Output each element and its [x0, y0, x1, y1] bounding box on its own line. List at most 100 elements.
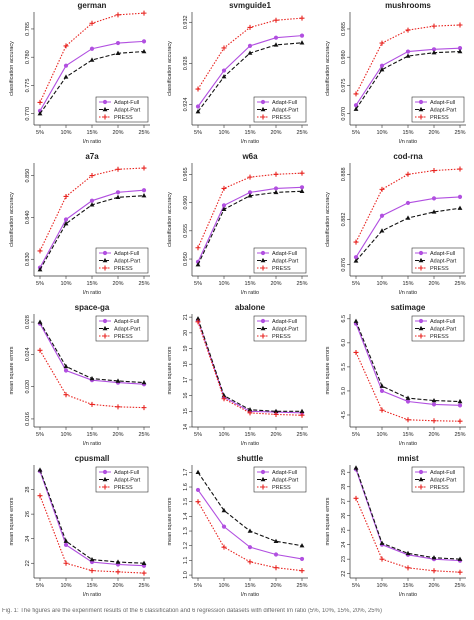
data-point-PRESS	[405, 565, 411, 571]
x-tick-label: 5%	[352, 281, 360, 287]
legend-marker	[102, 325, 108, 331]
data-point-PRESS	[299, 170, 305, 176]
data-point-Adapt-Full	[63, 63, 69, 68]
data-point-Adapt-Full	[405, 399, 411, 404]
y-tick-label: 25	[341, 527, 347, 533]
data-point-Adapt-Full	[379, 63, 385, 68]
data-point-PRESS	[431, 23, 437, 29]
legend-marker	[418, 318, 424, 324]
x-tick-label: 20%	[112, 281, 123, 287]
data-point-Adapt-Full	[299, 33, 305, 38]
legend-marker	[260, 318, 266, 324]
legend-label: PRESS	[114, 485, 133, 491]
data-point-Adapt-Full	[379, 213, 385, 218]
legend-label: Adapt-Part	[272, 108, 299, 114]
x-tick-label: 5%	[352, 130, 360, 136]
legend-label: Adapt-Part	[114, 327, 141, 333]
data-point-PRESS	[115, 12, 121, 18]
x-tick-label: 25%	[296, 583, 307, 589]
chart-panel-space-ga: space-ga 0.016 0.020 0.024 0.028 5% 10% 15% 20% 2…	[9, 303, 150, 447]
data-point-Adapt-Full	[405, 200, 411, 206]
y-tick-label: 23	[341, 556, 347, 562]
legend-label: Adapt-Part	[272, 259, 299, 265]
y-axis-label: classification accuracy	[167, 192, 173, 247]
x-tick-label: 10%	[376, 432, 387, 438]
y-axis-label: classification accuracy	[9, 41, 15, 96]
legend-label: Adapt-Full	[272, 100, 297, 106]
y-tick-label: 1.0	[183, 571, 189, 579]
data-point-Adapt-Part	[63, 221, 69, 226]
series-line-Adapt-Part	[39, 469, 145, 564]
data-point-Adapt-Part	[299, 188, 305, 193]
y-tick-label: 1.1	[183, 557, 189, 565]
data-point-Adapt-Part	[457, 48, 463, 54]
legend-marker	[418, 469, 424, 475]
x-axis-label: l/n ratio	[399, 139, 417, 145]
y-tick-label: 1.4	[183, 513, 189, 521]
legend-marker	[418, 99, 424, 105]
data-point-Adapt-Full	[353, 103, 359, 108]
x-tick-label: 10%	[376, 130, 387, 136]
legend-marker	[418, 257, 424, 263]
data-point-PRESS	[353, 91, 359, 97]
legend-marker	[260, 257, 266, 263]
data-point-PRESS	[431, 168, 437, 174]
data-point-PRESS	[273, 171, 279, 177]
data-point-Adapt-Part	[405, 395, 411, 400]
y-axis-label: mean square errors	[325, 497, 331, 545]
legend-label: Adapt-Part	[430, 108, 457, 114]
y-tick-label: 0.924	[183, 98, 189, 112]
data-point-Adapt-Part	[353, 258, 359, 263]
legend-label: Adapt-Part	[272, 327, 299, 333]
y-tick-label: 0.882	[341, 213, 347, 227]
x-tick-label: 15%	[86, 281, 97, 287]
legend-marker	[260, 265, 266, 271]
y-tick-label: 0.028	[25, 315, 31, 329]
data-point-Adapt-Full	[299, 556, 305, 562]
y-tick-label: 28	[341, 484, 347, 490]
series-line-PRESS	[355, 498, 461, 573]
legend-label: Adapt-Part	[114, 478, 141, 484]
legend-label: PRESS	[430, 485, 449, 491]
data-point-Adapt-Full	[195, 104, 201, 109]
legend-marker	[102, 333, 108, 339]
x-tick-label: 20%	[112, 583, 123, 589]
y-tick-label: 0.960	[183, 196, 189, 210]
legend-label: Adapt-Full	[430, 470, 455, 476]
data-point-Adapt-Part	[431, 209, 437, 214]
x-axis-label: l/n ratio	[241, 592, 259, 598]
x-tick-label: 5%	[194, 583, 202, 589]
x-tick-label: 10%	[60, 281, 71, 287]
data-point-Adapt-Part	[273, 408, 279, 414]
data-point-PRESS	[221, 396, 227, 402]
legend-marker	[102, 476, 108, 482]
y-tick-label: 5.0	[341, 387, 347, 395]
data-point-Adapt-Full	[405, 49, 411, 54]
data-point-PRESS	[273, 411, 279, 417]
x-axis-label: l/n ratio	[83, 592, 101, 598]
data-point-PRESS	[195, 86, 201, 92]
y-tick-label: 6.0	[341, 339, 347, 347]
data-point-PRESS	[63, 392, 69, 398]
data-point-PRESS	[457, 22, 463, 28]
x-tick-label: 20%	[428, 432, 439, 438]
chart-panel-svmguide1: svmguide1 0.924 0.928 0.932 5% 10% 15% 20% 25% l/…	[167, 1, 308, 145]
chart-panel-w6a: w6a 0.950 0.955 0.960 0.965 5% 10% 15% 20% 25% l/n…	[167, 152, 308, 296]
x-tick-label: 25%	[138, 432, 149, 438]
x-axis-label: l/n ratio	[83, 290, 101, 296]
y-tick-label: 1.3	[183, 527, 189, 535]
data-point-Adapt-Part	[405, 550, 411, 556]
y-tick-label: 0.970	[341, 107, 347, 121]
chart-title: a7a	[85, 152, 99, 161]
x-axis-label: l/n ratio	[399, 290, 417, 296]
chart-title: w6a	[241, 152, 258, 161]
legend-label: PRESS	[430, 334, 449, 340]
data-point-Adapt-Part	[353, 465, 359, 470]
data-point-PRESS	[115, 569, 121, 575]
y-tick-label: 1.7	[183, 469, 189, 477]
y-tick-label: 16	[183, 393, 189, 399]
x-axis-label: l/n ratio	[241, 139, 259, 145]
x-tick-label: 20%	[428, 281, 439, 287]
data-point-PRESS	[379, 556, 385, 562]
x-tick-label: 10%	[376, 281, 387, 287]
